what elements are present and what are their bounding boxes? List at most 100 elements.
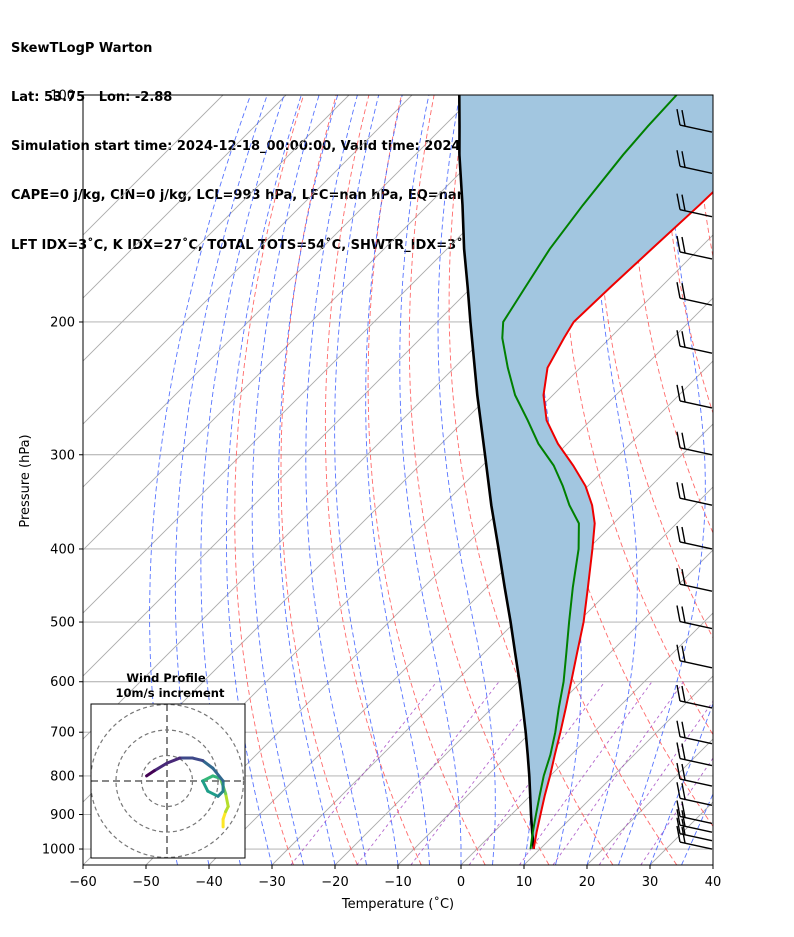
y-tick-label: 600 — [50, 675, 75, 690]
wind-barb-flag — [676, 108, 681, 126]
parcel-profile-line — [458, 95, 535, 850]
wind-barb — [676, 684, 713, 709]
hodograph-segment — [165, 756, 182, 765]
wind-barb-flag — [676, 742, 681, 759]
mixing-ratio-line — [598, 700, 713, 865]
dry-adiabat — [324, 95, 422, 865]
wind-barb-flag — [681, 569, 686, 586]
y-tick-label: 100 — [50, 89, 75, 104]
wind-barb — [676, 193, 713, 218]
wind-barb-staff — [679, 208, 713, 218]
wind-barb-flag — [676, 825, 681, 843]
wind-barb — [676, 568, 713, 592]
moist-adiabat — [305, 95, 367, 865]
y-tick-label: 500 — [50, 616, 75, 631]
wind-barb-flag — [681, 810, 686, 827]
wind-barb-staff — [679, 400, 713, 409]
mixing-ratio-line — [410, 681, 551, 865]
y-tick-label: 300 — [50, 448, 75, 463]
wind-barb-flag — [676, 720, 681, 737]
x-tick-label: −50 — [132, 875, 159, 890]
wind-barb-flag — [681, 606, 686, 623]
temperature-line — [532, 190, 713, 850]
wind-barb-staff — [679, 815, 713, 825]
wind-barb-staff — [679, 736, 713, 745]
dry-adiabat — [367, 95, 486, 865]
wind-barb-flag — [681, 818, 686, 835]
isotherm-line — [83, 95, 287, 299]
wind-barb-staff — [679, 778, 713, 787]
wind-barb-staff — [679, 251, 713, 260]
wind-barb-flag — [681, 763, 686, 781]
mixing-ratio-line — [519, 681, 653, 865]
dry-adiabat — [408, 95, 550, 865]
dry-adiabat — [694, 95, 713, 259]
moist-adiabat — [745, 95, 794, 865]
isotherm-line — [83, 95, 539, 551]
hodograph-segment — [152, 761, 169, 773]
wind-barb — [676, 235, 713, 260]
wind-barb-flag — [681, 526, 686, 544]
x-tick-label: 20 — [579, 875, 596, 890]
wind-barb-staff — [679, 345, 713, 354]
wind-barb — [676, 605, 713, 630]
wind-barb — [676, 720, 713, 745]
moist-adiabat — [649, 702, 713, 865]
wind-barb — [676, 782, 713, 806]
wind-barb-staff — [679, 447, 713, 456]
wind-barb — [676, 742, 713, 767]
wind-barb-staff — [679, 541, 713, 550]
wind-barb-flag — [676, 605, 681, 622]
wind-barb — [676, 431, 713, 456]
wind-barb-flag — [681, 483, 686, 500]
x-tick-label: −20 — [321, 875, 348, 890]
wind-barb-flag — [676, 782, 681, 799]
wind-barb-staff — [679, 165, 713, 174]
y-tick-label: 200 — [50, 315, 75, 330]
hodograph-segment — [201, 774, 215, 783]
wind-barb-flag — [676, 330, 681, 347]
wind-barb — [676, 150, 713, 174]
wind-barb-staff — [679, 841, 713, 850]
wind-barb — [676, 800, 713, 825]
isotherm-line — [83, 95, 224, 236]
isotherm-line — [271, 423, 713, 865]
wind-barb — [676, 330, 713, 354]
wind-barb-flag — [681, 801, 686, 818]
wind-barb-flag — [681, 151, 686, 168]
moist-adiabat — [334, 95, 399, 865]
hodograph-segment — [145, 769, 156, 778]
title-line-indices: LFT IDX=3˚C, K IDX=27˚C, TOTAL TOTS=54˚C… — [11, 237, 473, 253]
wind-barb-flag — [676, 384, 681, 402]
x-tick-label: −30 — [258, 875, 285, 890]
isotherm-line — [83, 95, 350, 362]
moist-adiabat — [365, 95, 430, 865]
wind-barb — [676, 762, 713, 787]
wind-barb-flag — [681, 109, 686, 127]
wind-barb-flag — [681, 331, 686, 348]
isotherm-line — [523, 675, 713, 865]
y-tick-label: 900 — [50, 808, 75, 823]
y-tick-label: 800 — [50, 769, 75, 784]
wind-barb-flag — [681, 236, 686, 254]
wind-barb-staff — [679, 824, 713, 833]
y-tick-label: 1000 — [42, 843, 75, 858]
title-line-station: SkewTLogP Warton — [11, 40, 153, 56]
hodograph-title: Wind Profile — [126, 671, 206, 685]
axes: −60 −50 −40 −30 −20 −10 0 10 20 30 40 1000 900 800 700… — [18, 89, 721, 913]
wind-barb-flag — [681, 685, 686, 703]
wind-barb — [676, 384, 713, 409]
wind-barb-flag — [676, 525, 681, 543]
wind-barb-flag — [681, 721, 686, 738]
dry-adiabat — [760, 95, 794, 865]
x-tick-label: −10 — [384, 875, 411, 890]
wind-barb-flag — [676, 568, 681, 585]
x-tick-label: 10 — [516, 875, 533, 890]
moist-adiabat — [278, 95, 339, 865]
wind-barb-flag — [676, 482, 681, 499]
x-tick-label: −40 — [195, 875, 222, 890]
wind-barb-staff — [679, 620, 713, 630]
y-axis-label: Pressure (hPa) — [18, 434, 33, 527]
wind-barb — [676, 108, 713, 133]
